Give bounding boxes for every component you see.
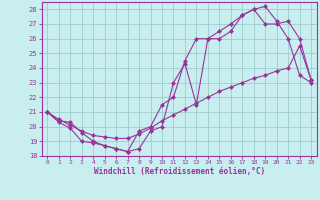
- X-axis label: Windchill (Refroidissement éolien,°C): Windchill (Refroidissement éolien,°C): [94, 167, 265, 176]
